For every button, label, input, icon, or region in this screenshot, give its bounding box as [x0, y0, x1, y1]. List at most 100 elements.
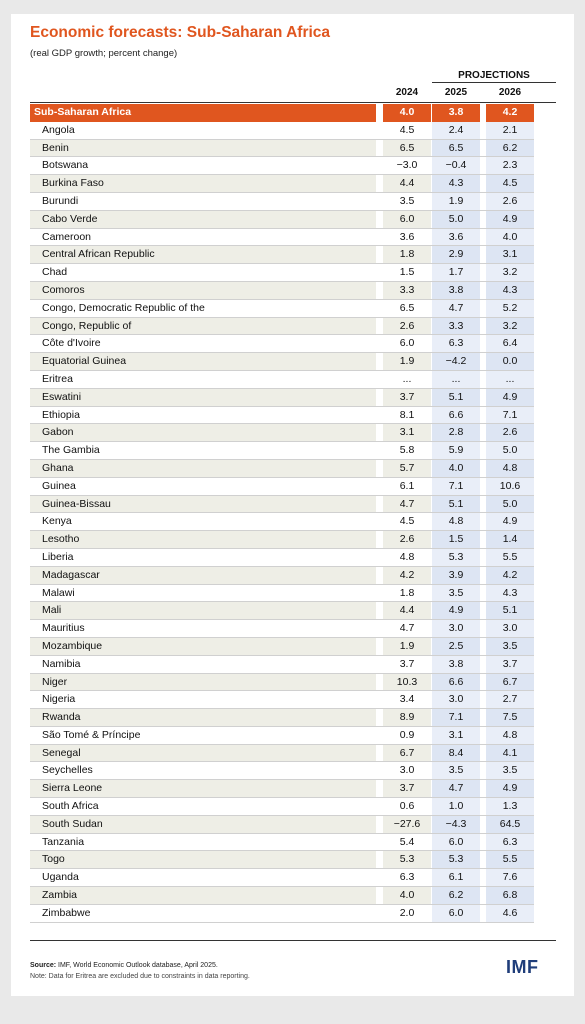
row-divider: [30, 654, 534, 656]
country-name: South Africa: [42, 800, 99, 813]
value-2026: 2.1: [486, 121, 534, 140]
country-name: Central African Republic: [30, 246, 376, 265]
table-row: Mauritius 4.7 3.0 3.0: [30, 620, 556, 638]
country-name: The Gambia: [42, 444, 100, 457]
value-2026: 4.5: [486, 175, 534, 193]
table-row: Cameroon 3.6 3.6 4.0: [30, 228, 556, 247]
value-2026: 5.5: [486, 548, 534, 567]
country-name: Equatorial Guinea: [30, 353, 376, 371]
table-row: Equatorial Guinea 1.9 −4.2 0.0: [30, 353, 556, 371]
table-row: Guinea-Bissau 4.7 5.1 5.0: [30, 495, 556, 514]
value-2025: 6.3: [432, 335, 480, 354]
country-name: Senegal: [30, 744, 376, 763]
row-divider: [30, 441, 534, 443]
value-2026: 3.5: [486, 762, 534, 781]
row-divider: [30, 316, 534, 318]
column-header-2024: 2024: [395, 87, 419, 98]
value-2024: 1.9: [383, 353, 431, 371]
row-divider: [30, 672, 534, 674]
chart-subtitle: (real GDP growth; percent change): [30, 48, 178, 59]
row-divider: [30, 423, 534, 425]
value-2026: 10.6: [486, 477, 534, 496]
value-2025: 3.8: [432, 281, 480, 300]
value-2026: 5.1: [486, 602, 534, 621]
value-2024: 3.7: [383, 780, 431, 799]
country-name: Uganda: [42, 871, 79, 884]
table-row: Lesotho 2.6 1.5 1.4: [30, 531, 556, 549]
row-divider: [30, 565, 534, 567]
value-2026: 5.0: [486, 442, 534, 460]
value-2025: 8.4: [432, 744, 480, 763]
value-2026: 1.4: [486, 531, 534, 549]
row-divider: [30, 405, 534, 407]
value-2025: 6.2: [432, 887, 480, 905]
row-divider: [30, 708, 534, 710]
value-2026: 6.3: [486, 833, 534, 852]
table-bottom-rule: [30, 940, 556, 941]
value-2024: 2.6: [383, 531, 431, 549]
country-name: Namibia: [42, 657, 81, 670]
value-2024: 4.7: [383, 495, 431, 514]
row-divider: [30, 690, 534, 692]
country-name: Rwanda: [30, 709, 376, 727]
value-2024: 4.8: [399, 550, 415, 563]
country-name: Eritrea: [42, 372, 73, 385]
table-row: South Africa 0.6 1.0 1.3: [30, 798, 556, 816]
value-2025: 4.0: [432, 459, 480, 478]
row-divider: [30, 868, 534, 870]
value-2024: 1.8: [383, 246, 431, 265]
row-divider: [30, 903, 534, 905]
country-name: Cameroon: [42, 230, 92, 243]
table-row: Senegal 6.7 8.4 4.1: [30, 744, 556, 763]
projections-rule: [432, 82, 556, 83]
row-divider: [30, 369, 534, 371]
table-row: Burundi 3.5 1.9 2.6: [30, 192, 556, 211]
table-row: Ghana 5.7 4.0 4.8: [30, 459, 556, 478]
row-divider: [30, 725, 534, 727]
value-2024: 4.0: [383, 104, 431, 122]
value-2024: 4.2: [383, 566, 431, 585]
column-header-2026: 2026: [498, 87, 522, 98]
value-2026: 3.0: [486, 620, 534, 638]
row-divider: [30, 476, 534, 478]
value-2026: 4.8: [486, 459, 534, 478]
value-2024: −27.6: [383, 815, 431, 834]
country-name: São Tomé & Príncipe: [42, 728, 141, 741]
row-divider: [30, 138, 534, 140]
row-divider: [30, 191, 534, 193]
row-divider: [30, 619, 534, 621]
value-2024: 5.8: [399, 444, 415, 457]
data-note: Note: Data for Eritrea are excluded due …: [30, 973, 250, 980]
row-divider: [30, 797, 534, 799]
value-2025: 3.8: [432, 104, 480, 122]
table-row: Eswatini 3.7 5.1 4.9: [30, 388, 556, 407]
value-2025: 3.0: [432, 691, 480, 710]
value-2025: 1.5: [432, 531, 480, 549]
value-2026: 4.8: [486, 726, 534, 745]
value-2026: 1.3: [486, 798, 534, 816]
value-2026: 4.2: [486, 104, 534, 122]
row-divider: [30, 512, 534, 514]
value-2025: 3.8: [432, 655, 480, 674]
value-2025: 6.6: [432, 406, 480, 425]
value-2026: 2.6: [486, 424, 534, 443]
row-divider: [30, 636, 534, 638]
value-2026: 6.2: [486, 139, 534, 158]
value-2026: 4.1: [486, 744, 534, 763]
value-2024: 8.9: [383, 709, 431, 727]
value-2026: 6.8: [486, 887, 534, 905]
value-2024: 3.7: [383, 388, 431, 407]
value-2024: 4.5: [399, 515, 415, 528]
value-2025: 4.3: [432, 175, 480, 193]
value-2025: 4.9: [432, 602, 480, 621]
row-divider: [30, 761, 534, 763]
table-row: Ethiopia 8.1 6.6 7.1: [30, 406, 556, 425]
column-header-2025: 2025: [444, 87, 468, 98]
value-2026: 0.0: [486, 353, 534, 371]
value-2025: 3.3: [432, 317, 480, 336]
value-2024: 3.4: [399, 693, 415, 706]
country-name: Niger: [30, 673, 376, 692]
value-2025: 6.1: [432, 869, 480, 888]
value-2026: 5.0: [486, 495, 534, 514]
value-2025: 1.0: [432, 798, 480, 816]
